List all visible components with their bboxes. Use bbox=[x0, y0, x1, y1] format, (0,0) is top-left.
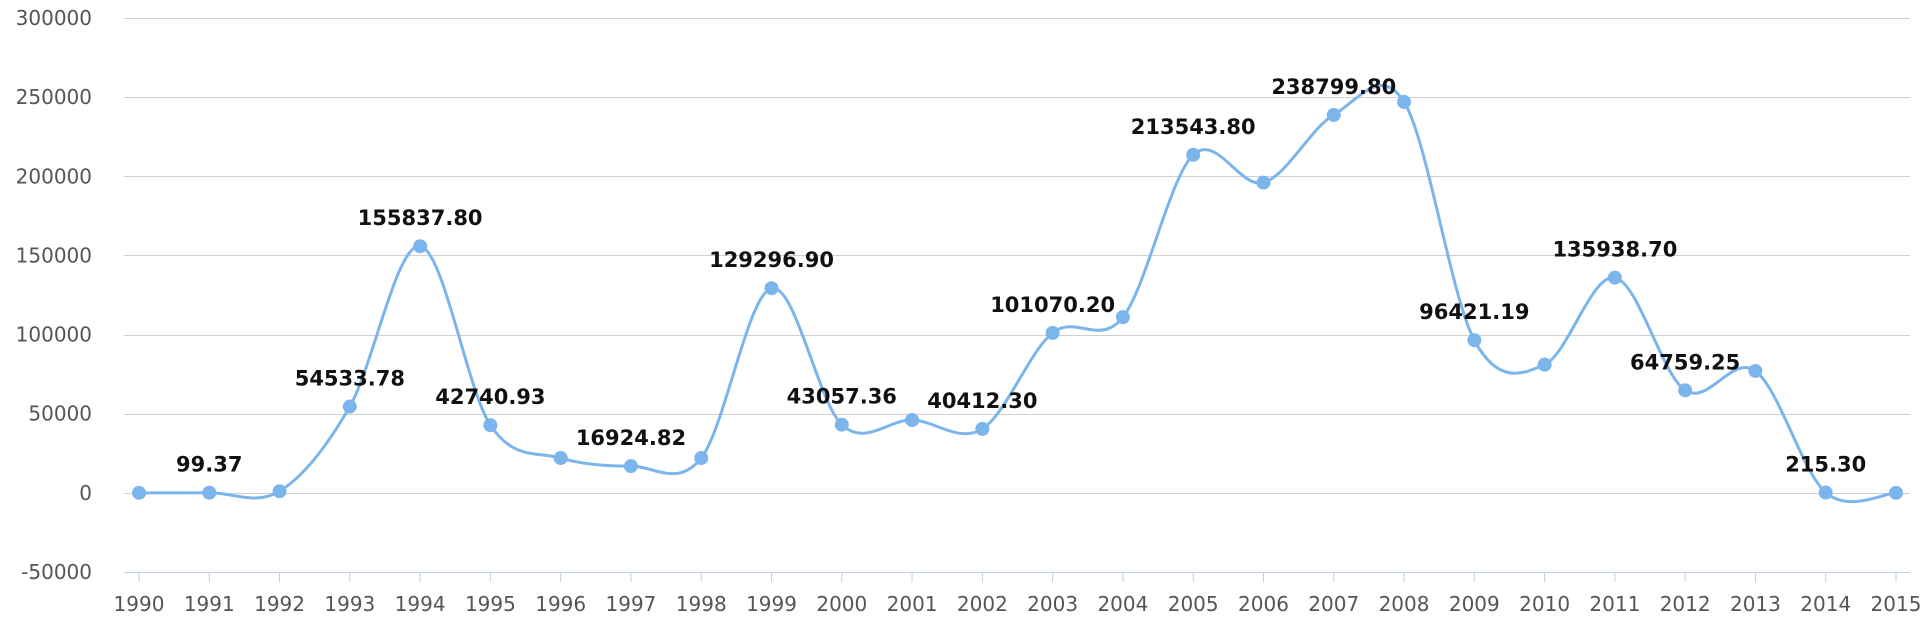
x-tick-label: 1991 bbox=[184, 592, 235, 616]
x-tick-label: 1998 bbox=[676, 592, 727, 616]
x-tick-label: 2004 bbox=[1097, 592, 1148, 616]
data-labels: 99.37 54533.78 155837.80 42740.93 16924.82 12… bbox=[176, 75, 1866, 477]
y-tick-label: 250000 bbox=[16, 85, 92, 109]
data-point-1997[interactable] bbox=[623, 459, 638, 474]
data-point-1992[interactable] bbox=[272, 484, 287, 499]
x-tick-label: 2006 bbox=[1238, 592, 1289, 616]
y-tick-label: 300000 bbox=[16, 6, 92, 30]
y-tick-label: 100000 bbox=[16, 323, 92, 347]
data-label: 54533.78 bbox=[295, 367, 405, 391]
x-tick-label: 2012 bbox=[1660, 592, 1711, 616]
x-tick-label: 2007 bbox=[1308, 592, 1359, 616]
data-label: 99.37 bbox=[176, 453, 242, 477]
data-point-2015[interactable] bbox=[1889, 485, 1903, 500]
data-point-2012[interactable] bbox=[1678, 383, 1693, 398]
data-label: 96421.19 bbox=[1419, 300, 1529, 324]
y-tick-label: 50000 bbox=[28, 402, 92, 426]
x-tick-label: 2001 bbox=[887, 592, 938, 616]
data-point-2009[interactable] bbox=[1467, 333, 1482, 348]
data-label: 129296.90 bbox=[709, 248, 834, 272]
data-point-2006[interactable] bbox=[1256, 175, 1271, 190]
x-tick-label: 2011 bbox=[1589, 592, 1640, 616]
x-tick-label: 1997 bbox=[606, 592, 657, 616]
x-tick-label: 1990 bbox=[114, 592, 165, 616]
x-tick-label: 2010 bbox=[1519, 592, 1570, 616]
data-point-1993[interactable] bbox=[342, 399, 357, 414]
x-tick-label: 1996 bbox=[535, 592, 586, 616]
data-label: 40412.30 bbox=[927, 389, 1037, 413]
data-label: 64759.25 bbox=[1630, 350, 1740, 374]
x-tick-label: 1993 bbox=[324, 592, 375, 616]
x-tick-label: 1992 bbox=[254, 592, 305, 616]
x-tick-label: 2002 bbox=[957, 592, 1008, 616]
data-label: 238799.80 bbox=[1271, 75, 1396, 99]
data-point-1990[interactable] bbox=[132, 485, 146, 500]
data-label: 101070.20 bbox=[990, 293, 1115, 317]
data-point-1996[interactable] bbox=[553, 451, 568, 466]
data-label: 16924.82 bbox=[576, 426, 686, 450]
data-point-1995[interactable] bbox=[483, 418, 498, 433]
x-tick-label: 1995 bbox=[465, 592, 516, 616]
x-tick-label: 2008 bbox=[1379, 592, 1430, 616]
data-point-2004[interactable] bbox=[1115, 310, 1130, 325]
data-label: 213543.80 bbox=[1131, 115, 1256, 139]
y-tick-label: -50000 bbox=[21, 560, 92, 584]
y-tick-label: 150000 bbox=[16, 243, 92, 267]
x-tick-label: 2015 bbox=[1871, 592, 1921, 616]
data-point-2011[interactable] bbox=[1607, 270, 1622, 285]
data-point-2005[interactable] bbox=[1186, 147, 1201, 162]
x-axis: 1990 1991 1992 1993 1994 1995 1996 1997 1998 1999… bbox=[114, 572, 1921, 616]
data-point-2014[interactable] bbox=[1818, 485, 1833, 500]
x-tick-label: 2013 bbox=[1730, 592, 1781, 616]
y-tick-label: 200000 bbox=[16, 164, 92, 188]
data-point-2007[interactable] bbox=[1326, 107, 1341, 122]
data-point-1998[interactable] bbox=[694, 451, 709, 466]
data-label: 42740.93 bbox=[435, 385, 545, 409]
data-label: 135938.70 bbox=[1552, 238, 1677, 262]
x-tick-label: 2005 bbox=[1168, 592, 1219, 616]
data-label: 155837.80 bbox=[358, 206, 483, 230]
data-point-2002[interactable] bbox=[975, 421, 990, 436]
x-tick-label: 2014 bbox=[1800, 592, 1851, 616]
x-tick-label: 2009 bbox=[1449, 592, 1500, 616]
data-point-1999[interactable] bbox=[764, 281, 779, 296]
x-tick-label: 2003 bbox=[1027, 592, 1078, 616]
data-point-1991[interactable] bbox=[202, 485, 217, 500]
data-points[interactable] bbox=[132, 94, 1903, 500]
x-tick-label: 2000 bbox=[816, 592, 867, 616]
data-point-2000[interactable] bbox=[834, 417, 849, 432]
x-tick-label: 1999 bbox=[746, 592, 797, 616]
data-point-2013[interactable] bbox=[1748, 363, 1763, 378]
data-point-2001[interactable] bbox=[905, 413, 920, 428]
data-label: 43057.36 bbox=[787, 385, 897, 409]
data-point-2010[interactable] bbox=[1537, 357, 1552, 372]
data-point-2003[interactable] bbox=[1045, 325, 1060, 340]
data-point-2008[interactable] bbox=[1397, 94, 1412, 109]
data-point-1994[interactable] bbox=[413, 239, 428, 254]
grid-lines bbox=[124, 18, 1910, 573]
y-tick-label: 0 bbox=[79, 481, 92, 505]
y-axis: -50000 0 50000 100000 150000 200000 250000 3000… bbox=[16, 6, 92, 584]
x-tick-label: 1994 bbox=[395, 592, 446, 616]
data-label: 215.30 bbox=[1785, 453, 1866, 477]
